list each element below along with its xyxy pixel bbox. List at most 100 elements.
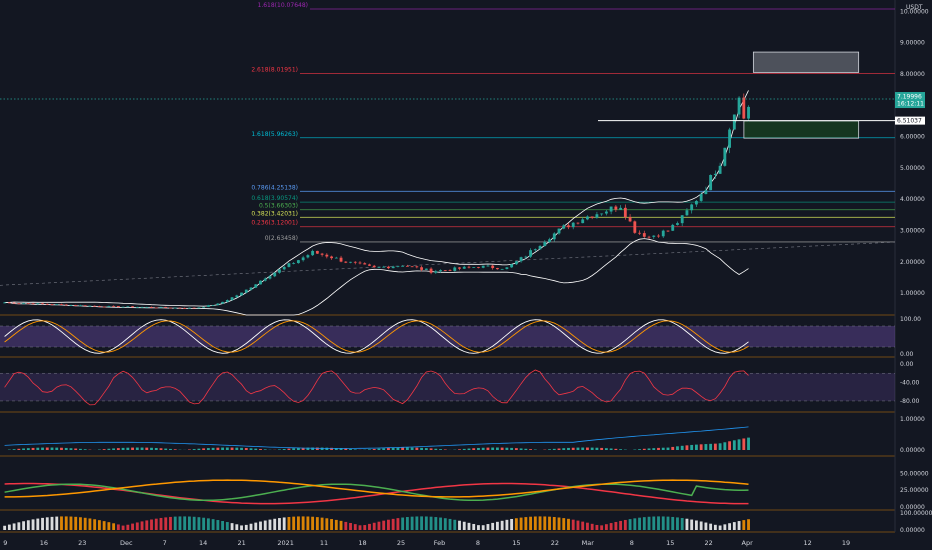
candle[interactable] [529,250,532,257]
candle[interactable] [36,303,40,305]
candle[interactable] [240,292,243,296]
candle[interactable] [83,305,87,307]
candle[interactable] [647,236,651,238]
candle[interactable] [244,289,248,293]
candle[interactable] [538,246,542,250]
time-axis[interactable]: 9 16 23 Dec 7 14 21 2021 11 18 25 Feb 8 15 22 Mar 8 15 22 A… [3,539,850,547]
candle[interactable] [576,222,580,224]
candle[interactable] [249,287,253,290]
candle[interactable] [164,306,168,308]
candle[interactable] [590,216,594,218]
candle[interactable] [424,268,428,270]
candle[interactable] [7,302,11,304]
candle[interactable] [448,270,452,271]
candle[interactable] [45,303,49,305]
candle[interactable] [405,265,409,267]
candle[interactable] [694,200,698,205]
candle[interactable] [150,306,153,308]
candle[interactable] [595,214,599,218]
candle[interactable] [633,221,637,233]
candle[interactable] [676,223,679,225]
candle[interactable] [500,268,504,270]
candle[interactable] [183,308,187,309]
candle[interactable] [477,267,480,268]
candle[interactable] [382,266,386,268]
candle[interactable] [401,265,405,267]
candle[interactable] [60,304,63,306]
candle[interactable] [737,97,741,115]
candle[interactable] [17,303,21,305]
candle[interactable] [391,266,395,269]
horizontal-line-badge[interactable] [895,116,925,125]
candle[interactable] [420,267,424,270]
candle[interactable] [192,307,196,309]
candle[interactable] [282,266,286,270]
candle[interactable] [330,256,333,259]
candle[interactable] [552,233,556,240]
candle[interactable] [126,306,130,308]
candle[interactable] [429,268,433,273]
candle[interactable] [505,267,509,269]
candle[interactable] [64,304,68,306]
candle[interactable] [458,267,461,269]
candle[interactable] [685,210,689,216]
candle[interactable] [55,304,59,306]
candle[interactable] [287,263,291,267]
candle[interactable] [88,305,92,307]
candle[interactable] [169,307,172,309]
candle[interactable] [230,297,234,301]
candle[interactable] [12,302,16,304]
candle[interactable] [188,307,191,309]
candle[interactable] [259,280,262,285]
candle[interactable] [486,265,490,267]
candle[interactable] [102,306,106,308]
candle[interactable] [571,222,575,228]
candle[interactable] [216,303,220,306]
candle[interactable] [197,307,201,309]
candle[interactable] [273,272,277,277]
candle[interactable] [372,265,376,268]
candle[interactable] [221,301,225,304]
candle[interactable] [178,307,182,309]
candle[interactable] [121,306,125,308]
candle[interactable] [140,307,144,308]
candle[interactable] [211,305,215,306]
candle[interactable] [301,257,305,261]
candle[interactable] [657,235,660,237]
candle[interactable] [718,165,722,174]
candle[interactable] [31,303,35,305]
candle[interactable] [159,306,163,308]
candle[interactable] [353,261,357,263]
candle[interactable] [349,261,352,263]
candle[interactable] [453,267,457,271]
candle[interactable] [434,271,438,273]
candle[interactable] [604,211,608,214]
candle[interactable] [732,114,736,130]
candle[interactable] [334,257,338,259]
candle[interactable] [510,264,514,268]
candle[interactable] [614,206,618,210]
candle[interactable] [263,278,267,281]
candle[interactable] [619,207,623,210]
candle[interactable] [202,306,206,308]
candle[interactable] [415,266,419,268]
candle[interactable] [116,306,120,308]
candle[interactable] [543,242,547,247]
candle[interactable] [225,300,229,302]
candle[interactable] [254,284,258,288]
candle[interactable] [742,97,746,119]
candle[interactable] [713,173,717,175]
price-axis[interactable]: USDT 10.000009.000008.000007.000006.0000… [895,4,932,534]
zone-rectangles[interactable] [743,51,860,139]
candle[interactable] [410,266,414,268]
candle[interactable] [41,303,44,305]
candle[interactable] [107,305,111,307]
candle[interactable] [443,270,447,271]
candle[interactable] [519,257,523,262]
candle[interactable] [600,213,604,215]
candle[interactable] [306,255,310,258]
candle[interactable] [268,276,272,279]
candle[interactable] [747,106,750,119]
candle[interactable] [562,225,566,229]
